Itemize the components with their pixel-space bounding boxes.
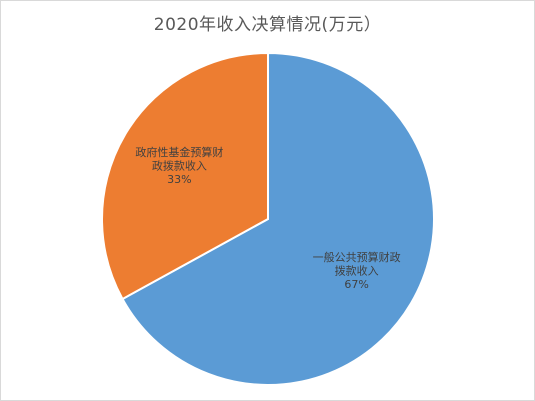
chart-title: 2020年收入决算情况(万元）	[153, 15, 382, 35]
slice-name-label: 一般公共预算财政	[313, 250, 401, 264]
slice-percent-label: 67%	[344, 278, 368, 291]
pie-slice-0	[121, 51, 435, 386]
slice-name-label: 政府性基金预算财	[135, 145, 223, 159]
slice-percent-label: 33%	[167, 173, 191, 186]
slice-name-label: 政拨款收入	[152, 159, 207, 173]
slice-name-label: 拨款收入	[335, 263, 379, 277]
pie-slice-1	[101, 51, 269, 301]
